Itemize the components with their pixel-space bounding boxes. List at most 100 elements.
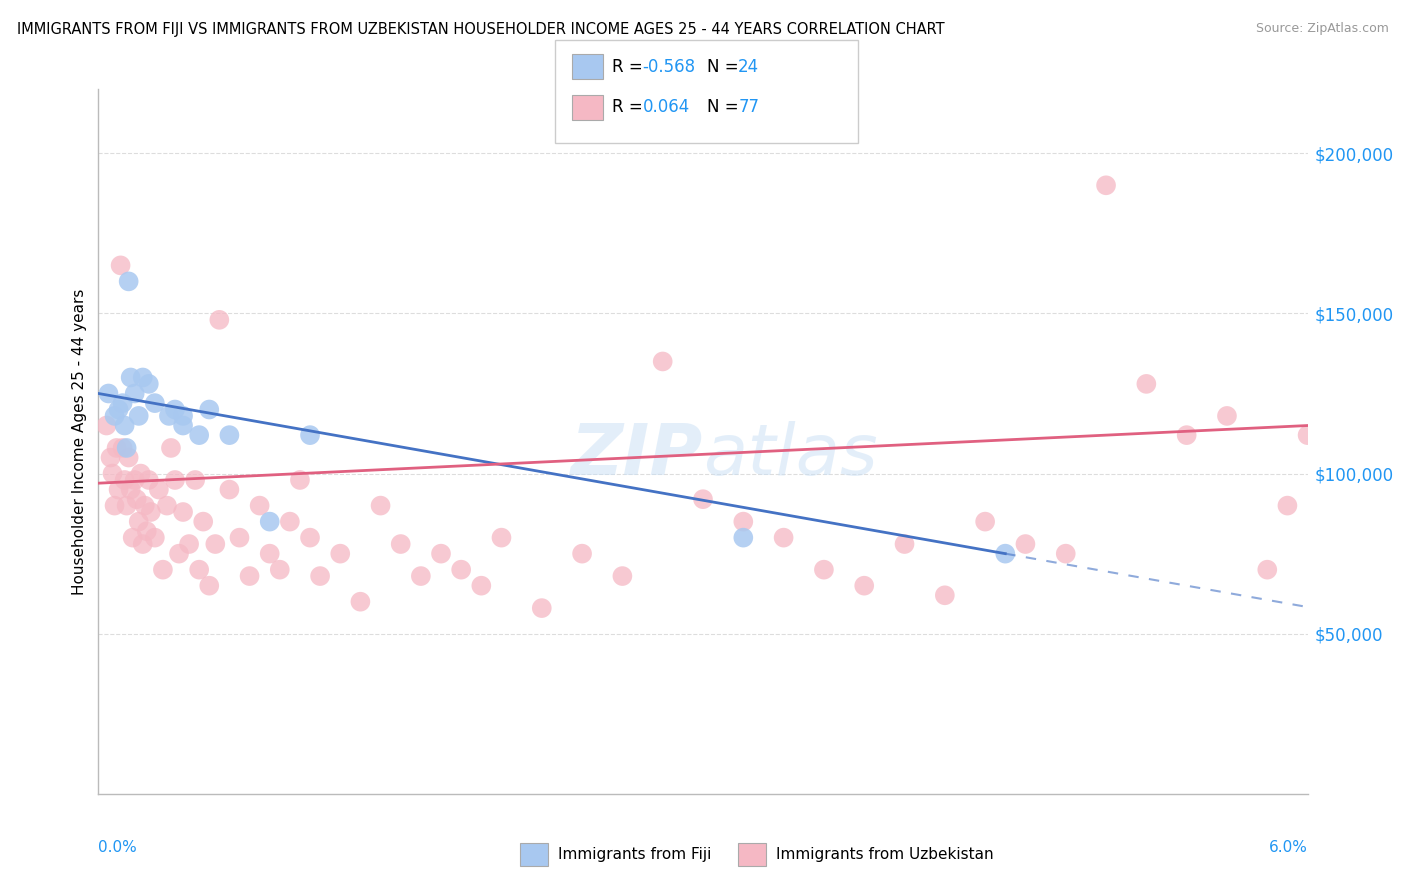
Text: R =: R =: [612, 58, 648, 76]
Point: [329, 547, 352, 561]
Point: [156, 499, 179, 513]
Point: [188, 563, 211, 577]
Point: [470, 579, 492, 593]
Point: [1256, 563, 1278, 577]
Point: [129, 467, 152, 481]
Point: [1277, 499, 1299, 513]
Point: [994, 547, 1017, 561]
Point: [96, 418, 118, 433]
Point: [138, 376, 160, 391]
Point: [184, 473, 207, 487]
Point: [218, 483, 240, 497]
Point: [249, 499, 271, 513]
Point: [1175, 428, 1198, 442]
Point: [148, 483, 170, 497]
Point: [125, 492, 148, 507]
Point: [204, 537, 226, 551]
Point: [163, 402, 186, 417]
Point: [121, 531, 143, 545]
Point: [612, 569, 634, 583]
Point: [111, 396, 134, 410]
Point: [118, 274, 141, 288]
Point: [172, 505, 194, 519]
Point: [934, 588, 956, 602]
Text: N =: N =: [707, 98, 744, 116]
Point: [813, 563, 835, 577]
Point: [114, 473, 136, 487]
Point: [103, 499, 125, 513]
Point: [115, 441, 138, 455]
Point: [772, 531, 794, 545]
Text: IMMIGRANTS FROM FIJI VS IMMIGRANTS FROM UZBEKISTAN HOUSEHOLDER INCOME AGES 25 - : IMMIGRANTS FROM FIJI VS IMMIGRANTS FROM …: [17, 22, 945, 37]
Point: [124, 473, 146, 487]
Point: [288, 473, 311, 487]
Point: [309, 569, 332, 583]
Point: [269, 563, 291, 577]
Point: [389, 537, 412, 551]
Point: [450, 563, 472, 577]
Point: [571, 547, 593, 561]
Point: [530, 601, 553, 615]
Point: [107, 402, 129, 417]
Point: [893, 537, 915, 551]
Point: [157, 409, 180, 423]
Text: 77: 77: [738, 98, 759, 116]
Point: [228, 531, 250, 545]
Point: [114, 418, 136, 433]
Text: ZIP: ZIP: [571, 421, 703, 490]
Point: [193, 515, 215, 529]
Point: [101, 467, 124, 481]
Point: [132, 537, 155, 551]
Point: [107, 483, 129, 497]
Point: [120, 370, 142, 384]
Point: [370, 499, 392, 513]
Point: [1216, 409, 1239, 423]
Point: [115, 499, 138, 513]
Point: [409, 569, 432, 583]
Point: [733, 531, 755, 545]
Point: [152, 563, 174, 577]
Point: [198, 579, 221, 593]
Point: [160, 441, 183, 455]
Text: N =: N =: [707, 58, 744, 76]
Text: Immigrants from Uzbekistan: Immigrants from Uzbekistan: [776, 847, 994, 862]
Point: [299, 428, 322, 442]
Point: [143, 531, 166, 545]
Point: [491, 531, 513, 545]
Point: [163, 473, 186, 487]
Point: [259, 547, 281, 561]
Point: [733, 515, 755, 529]
Point: [111, 441, 134, 455]
Point: [138, 473, 160, 487]
Point: [430, 547, 453, 561]
Point: [139, 505, 162, 519]
Text: 0.064: 0.064: [643, 98, 690, 116]
Point: [853, 579, 876, 593]
Text: -0.568: -0.568: [643, 58, 696, 76]
Point: [1095, 178, 1118, 193]
Point: [105, 441, 128, 455]
Point: [208, 313, 231, 327]
Point: [299, 531, 322, 545]
Point: [692, 492, 714, 507]
Point: [124, 386, 146, 401]
Point: [100, 450, 122, 465]
Point: [167, 547, 190, 561]
Point: [179, 537, 201, 551]
Point: [198, 402, 221, 417]
Text: atlas: atlas: [703, 421, 877, 490]
Point: [132, 370, 155, 384]
Point: [1054, 547, 1077, 561]
Text: R =: R =: [612, 98, 648, 116]
Point: [143, 396, 166, 410]
Point: [974, 515, 997, 529]
Point: [103, 409, 125, 423]
Text: 24: 24: [738, 58, 759, 76]
Text: Source: ZipAtlas.com: Source: ZipAtlas.com: [1256, 22, 1389, 36]
Point: [120, 483, 142, 497]
Point: [134, 499, 156, 513]
Y-axis label: Householder Income Ages 25 - 44 years: Householder Income Ages 25 - 44 years: [72, 288, 87, 595]
Point: [172, 418, 194, 433]
Point: [128, 515, 150, 529]
Point: [1014, 537, 1036, 551]
